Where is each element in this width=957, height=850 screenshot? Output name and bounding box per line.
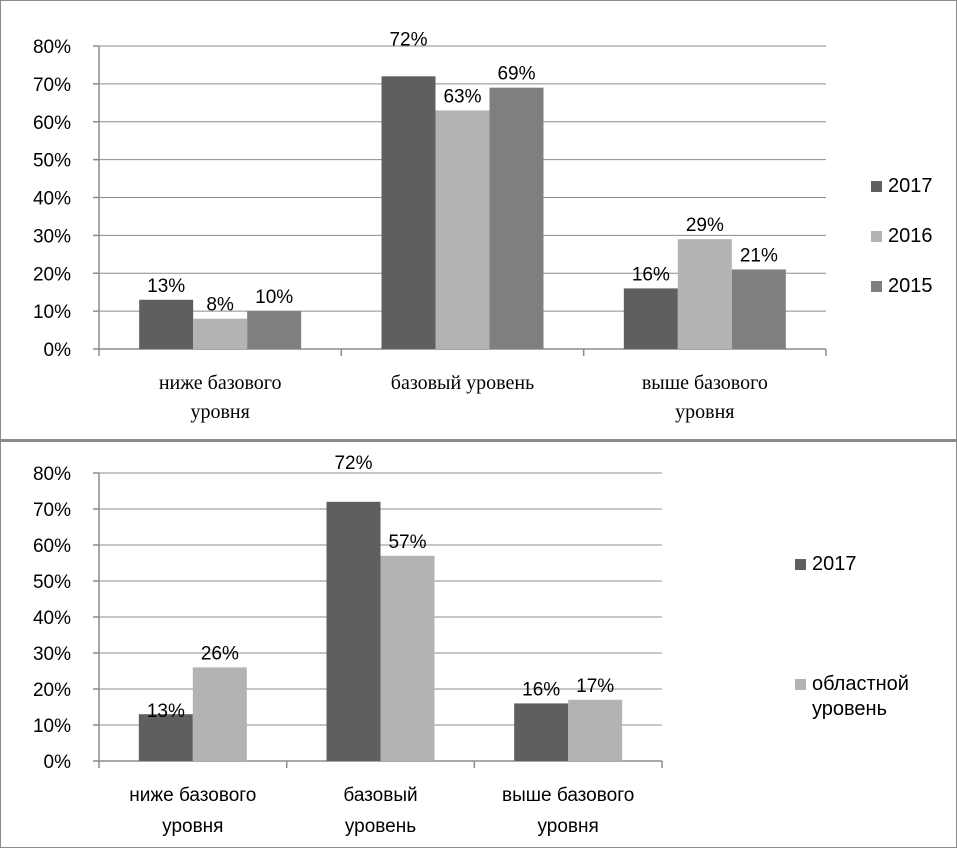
- x-category-label: выше базового: [642, 372, 768, 394]
- data-label: 10%: [255, 287, 293, 308]
- legend-swatch: [795, 559, 806, 570]
- legend-swatch: [871, 231, 882, 242]
- legend-label: 2015: [888, 275, 933, 297]
- chart-panel-1: 0% 10% 20% 30% 40% 50% 60% 70% 80% 13% 8% 10% ниже б…: [0, 0, 957, 440]
- data-label: 72%: [389, 29, 427, 50]
- y-tick-label: 0%: [44, 752, 72, 773]
- x-category-label: уровень: [345, 816, 416, 837]
- x-category-label: уровня: [190, 401, 249, 423]
- data-label: 21%: [740, 245, 778, 266]
- bar: [435, 110, 490, 349]
- y-tick-label: 80%: [33, 37, 71, 58]
- y-tick-label: 20%: [33, 264, 71, 285]
- legend-swatch: [871, 281, 882, 292]
- x-category-label: базовый: [343, 785, 417, 806]
- x-category-label: базовый уровень: [391, 372, 534, 394]
- x-category-label: ниже базового: [129, 785, 256, 806]
- data-label: 63%: [443, 86, 481, 107]
- x-category-label: уровня: [162, 816, 223, 837]
- bar: [247, 311, 302, 349]
- bar: [677, 239, 732, 349]
- legend-label: 2017: [812, 553, 857, 575]
- x-category-label: уровня: [675, 401, 734, 423]
- x-category-label: выше базового: [502, 785, 634, 806]
- chart-panel-2: 0% 10% 20% 30% 40% 50% 60% 70% 80% 13% 26% ниже баз…: [0, 440, 957, 848]
- data-label: 29%: [686, 215, 724, 236]
- bar: [139, 299, 194, 349]
- bar: [568, 699, 623, 761]
- y-tick-label: 70%: [33, 75, 71, 96]
- y-tick-label: 50%: [33, 151, 71, 172]
- data-label: 72%: [334, 453, 372, 474]
- y-tick-label: 60%: [33, 536, 71, 557]
- y-tick-label: 40%: [33, 608, 71, 629]
- data-label: 16%: [522, 679, 560, 700]
- chart-2: 0% 10% 20% 30% 40% 50% 60% 70% 80% 13% 26% ниже баз…: [33, 453, 909, 837]
- y-tick-label: 10%: [33, 716, 71, 737]
- bar: [514, 703, 569, 761]
- y-tick-label: 30%: [33, 226, 71, 247]
- bar: [192, 667, 247, 761]
- legend-label: областной: [812, 673, 909, 695]
- y-tick-label: 30%: [33, 644, 71, 665]
- bar: [380, 555, 435, 761]
- bar: [193, 318, 248, 349]
- y-tick-label: 70%: [33, 500, 71, 521]
- data-label: 57%: [388, 532, 426, 553]
- y-tick-label: 20%: [33, 680, 71, 701]
- legend-label: уровень: [812, 698, 887, 720]
- legend-swatch: [795, 679, 806, 690]
- y-tick-label: 50%: [33, 572, 71, 593]
- data-label: 13%: [147, 276, 185, 297]
- data-label: 17%: [576, 676, 614, 697]
- bar: [138, 714, 193, 761]
- y-tick-label: 10%: [33, 302, 71, 323]
- data-label: 8%: [206, 295, 234, 316]
- bar: [731, 269, 786, 349]
- x-category-label: ниже базового: [159, 372, 282, 394]
- data-label: 69%: [497, 64, 535, 85]
- data-label: 16%: [632, 264, 670, 285]
- legend-label: 2016: [888, 225, 933, 247]
- bar: [489, 87, 544, 349]
- data-label: 13%: [147, 701, 185, 722]
- y-tick-label: 60%: [33, 113, 71, 134]
- data-label: 26%: [201, 643, 239, 664]
- x-category-label: уровня: [538, 816, 599, 837]
- legend-swatch: [871, 181, 882, 192]
- chart-1: 0% 10% 20% 30% 40% 50% 60% 70% 80% 13% 8% 10% ниже б…: [33, 29, 933, 423]
- y-tick-label: 0%: [44, 340, 72, 361]
- bar: [326, 501, 381, 761]
- y-tick-label: 40%: [33, 189, 71, 210]
- bar: [381, 76, 436, 350]
- legend-label: 2017: [888, 175, 933, 197]
- y-tick-label: 80%: [33, 464, 71, 485]
- bar: [623, 288, 678, 349]
